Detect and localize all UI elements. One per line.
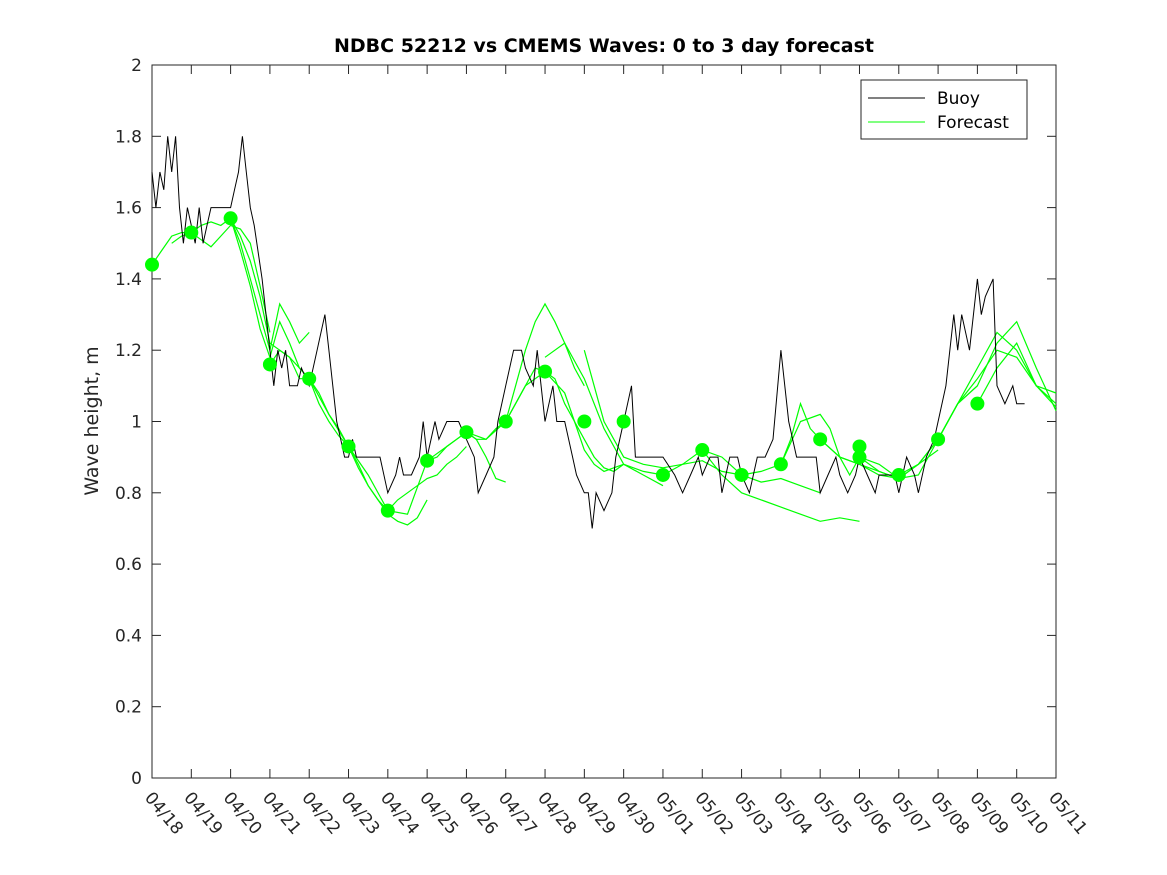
forecast-start-point (420, 453, 435, 468)
forecast-start-point (616, 414, 631, 429)
x-tick-label: 04/27 (494, 788, 541, 838)
forecast-start-point (145, 257, 159, 272)
legend: Buoy Forecast (860, 79, 1028, 140)
forecast-start-point (459, 425, 474, 440)
y-axis-ticks: 0 0.2 0.4 0.6 0.8 1 1.2 1.4 1.6 1.8 2 (115, 56, 1056, 789)
x-tick-label: 04/18 (140, 788, 187, 838)
forecast-line (583, 350, 742, 476)
legend-buoy-label: Buoy (937, 89, 980, 109)
x-tick-label: 04/30 (612, 788, 659, 838)
forecast-line (426, 367, 546, 462)
y-tick-label: 1.8 (115, 127, 142, 147)
forecast-line (937, 320, 1057, 440)
x-tick-label: 04/21 (258, 788, 305, 838)
y-tick-label: 0.4 (115, 626, 142, 646)
series-layer (145, 136, 1057, 529)
forecast-start-point (302, 371, 317, 386)
x-tick-label: 05/11 (1044, 788, 1091, 838)
x-tick-label: 05/01 (651, 788, 698, 838)
forecast-line (976, 341, 1057, 404)
forecast-line (230, 218, 350, 447)
y-tick-label: 1.2 (115, 341, 142, 361)
x-tick-label: 04/25 (415, 788, 462, 838)
x-tick-label: 04/20 (219, 788, 266, 838)
forecast-line (544, 371, 664, 476)
x-tick-label: 04/29 (573, 788, 620, 838)
forecast-start-point (734, 467, 749, 482)
y-tick-label: 2 (131, 56, 142, 76)
forecast-start-point (813, 432, 828, 447)
legend-forecast-label: Forecast (937, 113, 1009, 133)
y-tick-label: 1.6 (115, 199, 142, 219)
x-tick-label: 04/19 (179, 788, 226, 838)
y-tick-label: 0.6 (115, 555, 142, 575)
forecast-start-point (695, 443, 710, 458)
forecast-start-point (773, 457, 788, 472)
y-tick-label: 1 (131, 413, 142, 433)
x-tick-label: 05/08 (926, 788, 973, 838)
forecast-start-point (577, 414, 592, 429)
x-tick-label: 04/28 (533, 788, 580, 838)
y-tick-label: 0.2 (115, 698, 142, 718)
forecast-start-point (852, 450, 867, 465)
forecast-start-point (655, 467, 670, 482)
x-tick-label: 05/09 (966, 788, 1013, 838)
forecast-start-point (931, 432, 946, 447)
x-tick-label: 05/07 (887, 788, 934, 838)
forecast-start-point (538, 364, 553, 379)
forecast-line (544, 342, 664, 487)
forecast-start-point (970, 396, 985, 411)
forecast-line (348, 446, 467, 512)
x-tick-label: 05/10 (1005, 788, 1052, 838)
forecast-start-point (891, 467, 906, 482)
x-tick-label: 04/24 (376, 788, 423, 838)
forecast-line (151, 224, 271, 333)
x-tick-label: 05/05 (808, 788, 855, 838)
forecast-start-point (223, 211, 238, 226)
buoy-line (151, 136, 1025, 529)
forecast-start-point (184, 225, 199, 240)
x-tick-label: 05/06 (848, 788, 895, 838)
forecast-line (701, 449, 860, 522)
forecast-start-point (498, 414, 513, 429)
y-tick-label: 1.4 (115, 270, 142, 290)
x-tick-label: 05/03 (730, 788, 777, 838)
forecast-line (898, 331, 1057, 476)
legend-box (860, 79, 1028, 140)
forecast-start-point (341, 439, 356, 454)
x-tick-label: 04/22 (297, 788, 344, 838)
y-tick-label: 0 (131, 769, 142, 789)
chart-title: NDBC 52212 vs CMEMS Waves: 0 to 3 day fo… (334, 35, 874, 57)
x-tick-label: 05/02 (690, 788, 737, 838)
y-axis-label: Wave height, m (81, 346, 103, 495)
y-tick-label: 0.8 (115, 484, 142, 504)
x-tick-label: 05/04 (769, 788, 816, 838)
x-tick-label: 04/26 (455, 788, 502, 838)
x-tick-label: 04/23 (337, 788, 384, 838)
forecast-line (308, 378, 428, 526)
forecast-start-point (380, 503, 395, 518)
forecast-line (466, 302, 585, 440)
forecast-start-point (262, 357, 277, 372)
